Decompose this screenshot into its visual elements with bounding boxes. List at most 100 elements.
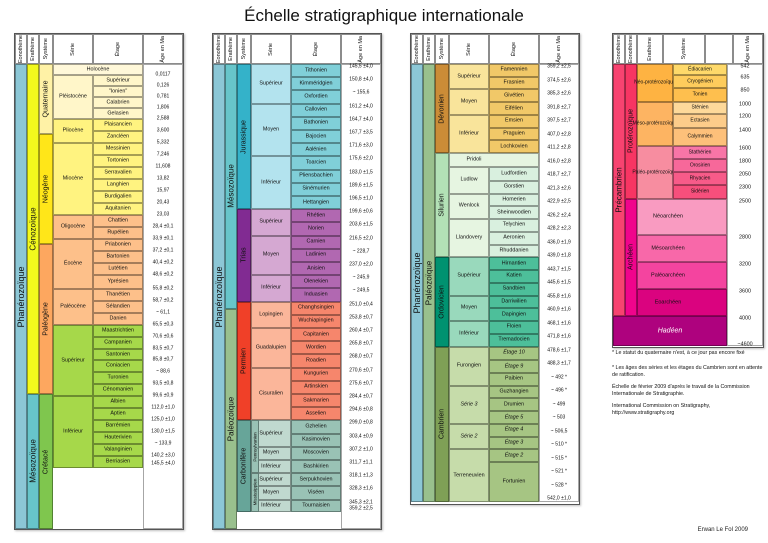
panel-devonian-cambrian: Eonothème Erathème Système Série Étage Âge en… — [410, 33, 580, 505]
p2-stage-18-label: Changhsingien — [298, 304, 334, 311]
p2-series-2 — [251, 156, 291, 210]
p3-series-3 — [449, 153, 539, 168]
p1-age-23: 83,5 ±0,7 — [152, 345, 174, 352]
p2-system-2-label: Permien — [240, 347, 248, 375]
p3-stage-23-label: Paibien — [505, 375, 523, 382]
p4-age-13: 3600 — [739, 288, 751, 295]
p3-series-4-label: Ludlow — [460, 176, 478, 183]
p2-stage-5-label: Bajocien — [305, 132, 327, 139]
p3-stage-12 — [489, 231, 539, 245]
p4-era-3 — [637, 199, 727, 235]
p1-series-4 — [53, 215, 93, 239]
p4-eon-proterozoic — [625, 64, 637, 199]
p4-header-3-label: Système — [681, 38, 687, 60]
p2-age-27: 299,0 ±0,8 — [349, 419, 373, 426]
p1-series-6-label: Paléocène — [60, 303, 86, 310]
p1-age-17: 48,6 ±0,2 — [152, 271, 174, 278]
p2-age-29: 307,2 ±1,0 — [349, 446, 373, 453]
p1-stage-16-label: Lutétien — [108, 265, 128, 272]
p3-header-age-label: Âge en Ma — [556, 35, 562, 63]
p1-stage-12-label: Chattien — [107, 217, 129, 224]
p3-stage-26 — [489, 411, 539, 424]
p3-stage-6 — [489, 140, 539, 154]
p2-stage-7 — [291, 156, 341, 170]
p3-stage-25-label: Drumien — [503, 401, 525, 408]
p3-stage-12-label: Aeronien — [503, 234, 525, 241]
p1-series-1 — [53, 75, 93, 119]
p3-stage-28 — [489, 436, 539, 450]
p1-age-12: 23,03 — [156, 211, 170, 218]
p2-system-1-label: Trias — [240, 247, 248, 264]
p1-stage-32-label: Berriasien — [105, 458, 131, 465]
p1-stage-9-label: Langhien — [106, 181, 130, 188]
p1-age-2: 0,781 — [156, 93, 170, 100]
p3-stage-19-label: Floien — [506, 323, 522, 330]
p2-age-12: 203,6 ±1,5 — [349, 221, 373, 228]
p3-stage-18 — [489, 308, 539, 322]
p4-system-2 — [673, 88, 727, 102]
p4-header-3: Système — [663, 34, 705, 64]
p4-header-0-label: Eonothème — [616, 34, 622, 64]
p3-system-1 — [435, 153, 449, 258]
p4-age-4: 1200 — [739, 113, 751, 120]
p3-age-19: 468,1 ±1,6 — [547, 320, 571, 326]
p3-series-13-label: Terreneuvien — [453, 472, 485, 478]
p3-stage-20 — [489, 333, 539, 347]
p3-series-12 — [449, 423, 489, 450]
p3-series-9-label: Inférieur — [459, 330, 479, 337]
p3-age-11: 426,2 ±2,4 — [547, 212, 571, 218]
p3-age-23: ~ 492 * — [551, 374, 567, 380]
p3-header-systeme: Système — [435, 34, 449, 64]
p1-stage-3 — [93, 108, 143, 119]
p1-age-13: 28,4 ±0,1 — [152, 223, 174, 230]
p4-system-8 — [673, 172, 727, 185]
p2-age-13: 216,5 ±2,0 — [349, 235, 373, 242]
p2-age-33: 345,3 ±2,1 — [349, 499, 373, 506]
p2-header-etage: Étage — [291, 34, 341, 64]
p4-eon-archean-label: Archéen — [627, 243, 635, 271]
p3-age-29: ~ 515 * — [551, 455, 567, 461]
p2-age-0: 145,5 ±4,0 — [349, 63, 373, 70]
p1-stage-4 — [93, 119, 143, 131]
p1-age-28: 112,0 ±1,0 — [151, 404, 175, 411]
p3-series-1-label: Moyen — [460, 98, 478, 105]
p2-era-mesozoic-label: Mésozoïque — [226, 164, 236, 208]
p3-header-eonotheme-label: Eonothème — [414, 34, 420, 64]
p3-header-systeme-label: Système — [439, 38, 445, 60]
p3-stage-13 — [489, 244, 539, 258]
p3-age-9: 421,3 ±2,6 — [547, 185, 571, 191]
p1-series-7-label: Supérieur — [61, 356, 85, 363]
p2-header-age-label: Âge en Ma — [358, 35, 364, 63]
p4-age-6: 1600 — [739, 145, 751, 152]
p2-age-7: 175,6 ±2,0 — [349, 155, 373, 162]
p2-system-3-label: Carbonifère — [240, 447, 248, 485]
p3-stage-16-label: Sandbien — [502, 285, 526, 292]
panel-precambrian: Eonothème Eonothème Erathème Système Âge en … — [612, 33, 764, 348]
p4-system-0-label: Édiacarien — [688, 66, 712, 72]
p1-stage-30 — [93, 432, 143, 444]
p2-stage-30 — [291, 460, 341, 474]
p1-system-3 — [39, 394, 53, 529]
p2-header-etage-label: Étage — [313, 41, 319, 57]
p2-age-9: 189,6 ±1,5 — [349, 182, 373, 189]
p1-header-etage-label: Étage — [115, 41, 121, 57]
p1-age-31: ~ 133,9 — [154, 440, 172, 447]
note-cambrian: * Les âges des séries et les étages du C… — [612, 365, 763, 378]
p2-age-19: 253,8 ±0,7 — [349, 314, 373, 321]
p1-stage-22-label: Campanien — [104, 339, 132, 346]
p2-series-5 — [251, 275, 291, 302]
p3-eon — [411, 64, 423, 502]
p1-stage-28 — [93, 408, 143, 420]
p2-series-8 — [251, 367, 291, 421]
p3-header-eonotheme: Eonothème — [411, 34, 423, 64]
p2-stage-1 — [291, 77, 341, 91]
p1-stage-16 — [93, 263, 143, 275]
p2-series-10-label: Moyen — [262, 449, 280, 456]
p4-era-2-label: Paléo-protérozoïque — [632, 169, 678, 175]
p3-system-3-label: Cambrien — [438, 409, 446, 440]
p2-stage-2 — [291, 90, 341, 104]
p4-system-1-label: Cryogénien — [687, 78, 713, 84]
p2-series-4 — [251, 235, 291, 276]
p2-age-28: 303,4 ±0,9 — [349, 433, 373, 440]
p3-series-12-label: Série 2 — [460, 432, 478, 439]
